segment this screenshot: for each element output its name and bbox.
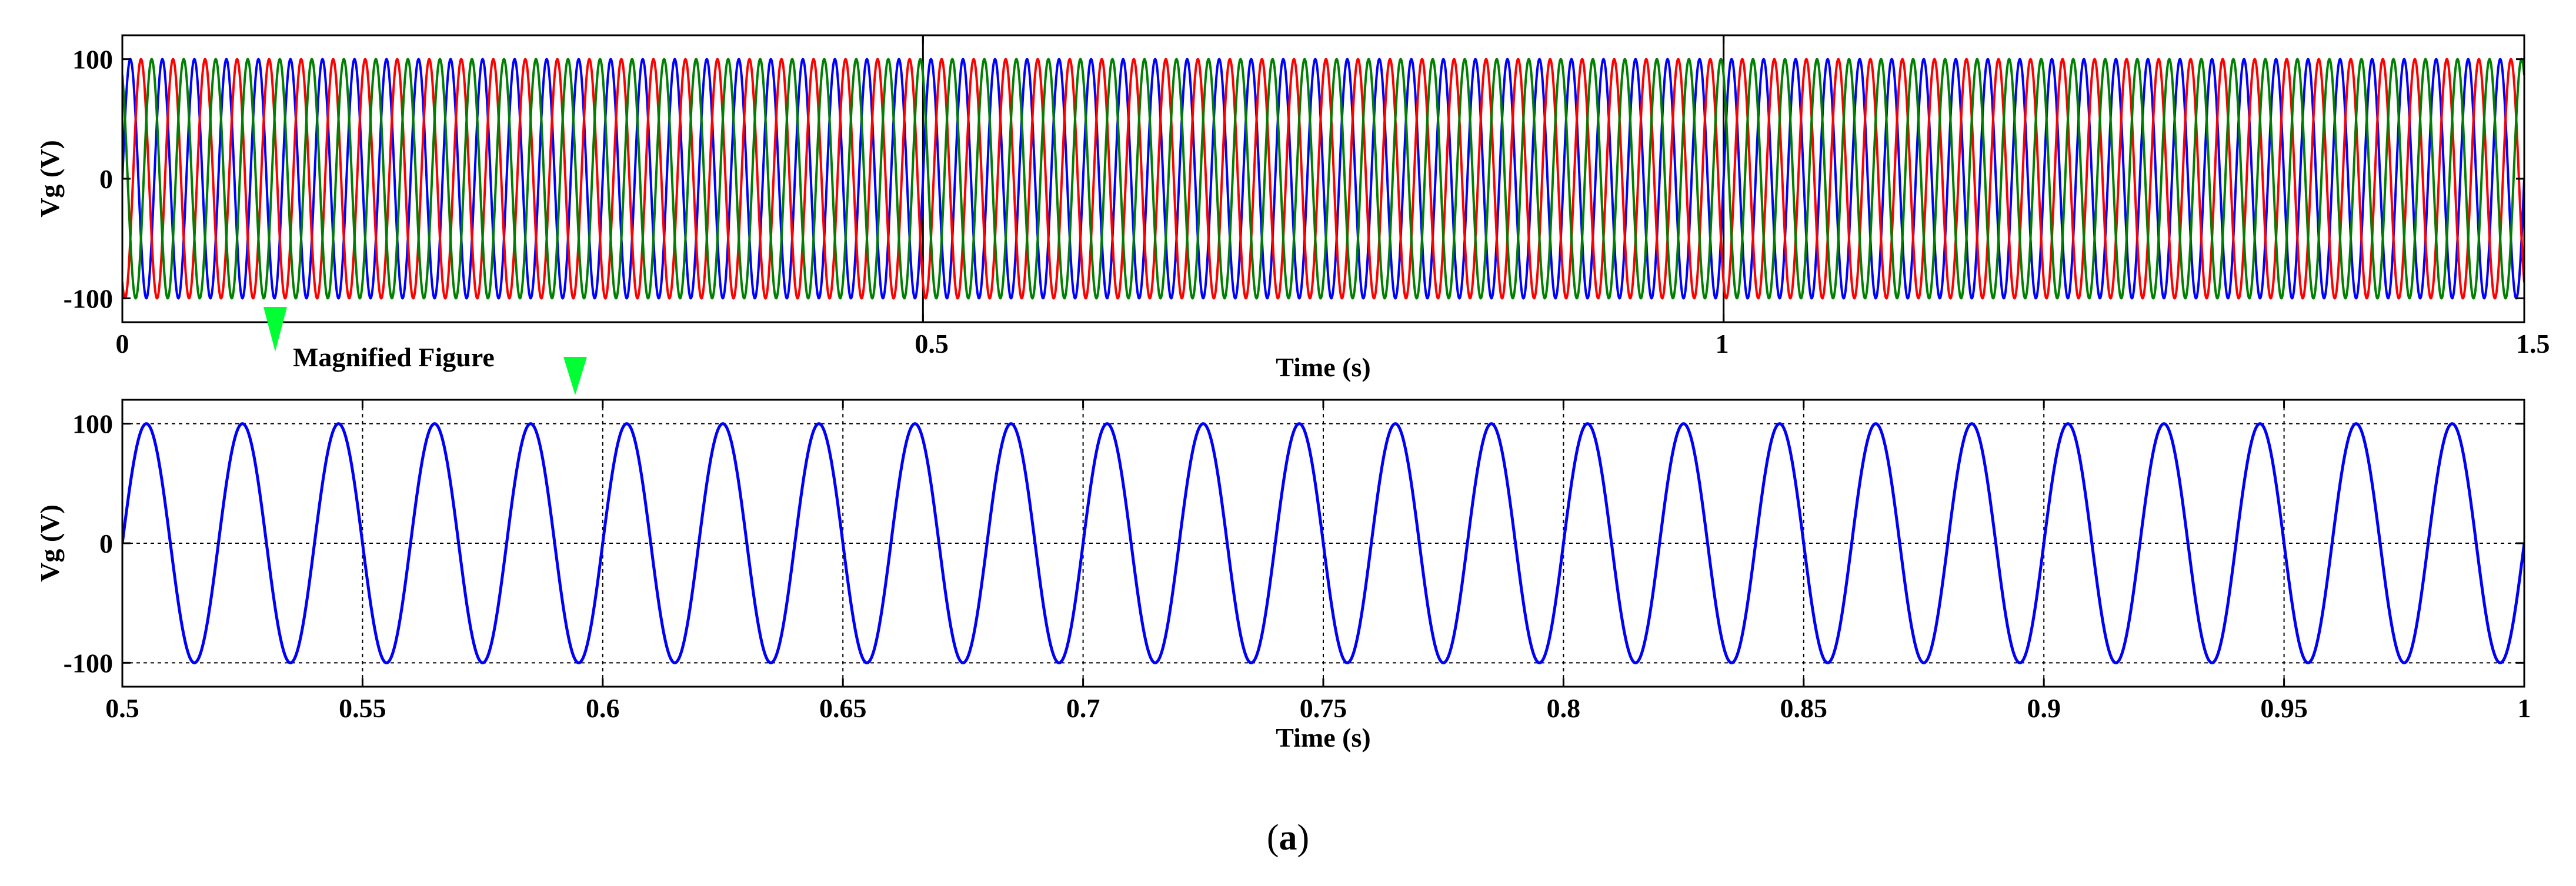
series-line-0 <box>122 58 2524 300</box>
x-tick-label: 0.7 <box>1066 693 1100 723</box>
magnify-start-arrow-icon <box>263 307 287 352</box>
y-tick-label: 0 <box>99 164 113 194</box>
y-tick-label: 0 <box>99 529 113 559</box>
y-axis-label: Vg (V) <box>35 504 65 582</box>
series-line-0 <box>122 422 2524 664</box>
x-tick-label: 0.5 <box>105 693 139 723</box>
x-tick-label: 0.8 <box>1547 693 1581 723</box>
x-tick-label: 0.5 <box>915 329 949 359</box>
y-tick-label: 100 <box>72 45 113 75</box>
x-tick-label: 0.65 <box>819 693 867 723</box>
x-tick-label: 1 <box>1716 329 1729 359</box>
x-tick-label: 0.9 <box>2027 693 2061 723</box>
y-axis-label: Vg (V) <box>35 140 65 218</box>
series-line-2 <box>122 58 2524 300</box>
magnify-end-arrow-icon <box>563 357 587 395</box>
figure-caption: (a) <box>1267 818 1309 858</box>
y-tick-label: -100 <box>64 648 113 678</box>
x-tick-label: 0.55 <box>339 693 386 723</box>
x-axis-label: Time (s) <box>1276 723 1370 753</box>
series-line-1 <box>122 58 2524 300</box>
x-tick-label: 0.6 <box>586 693 620 723</box>
y-tick-label: -100 <box>64 283 113 313</box>
x-tick-label: 0.95 <box>2260 693 2308 723</box>
x-tick-label: 1 <box>2518 693 2531 723</box>
x-tick-label: 0.85 <box>1780 693 1828 723</box>
x-tick-label: 0.75 <box>1300 693 1347 723</box>
magnified-figure-label: Magnified Figure <box>293 342 495 372</box>
y-tick-label: 100 <box>72 409 113 439</box>
magnified-plot: 0.5 0.55 0.6 0.65 0.7 0.75 0.8 0.85 0.9 0.95 1 -100… <box>35 399 2531 753</box>
x-tick-label: 0 <box>116 329 129 359</box>
x-axis-label: Time (s) <box>1276 352 1370 382</box>
x-tick-label: 1.5 <box>2516 329 2550 359</box>
